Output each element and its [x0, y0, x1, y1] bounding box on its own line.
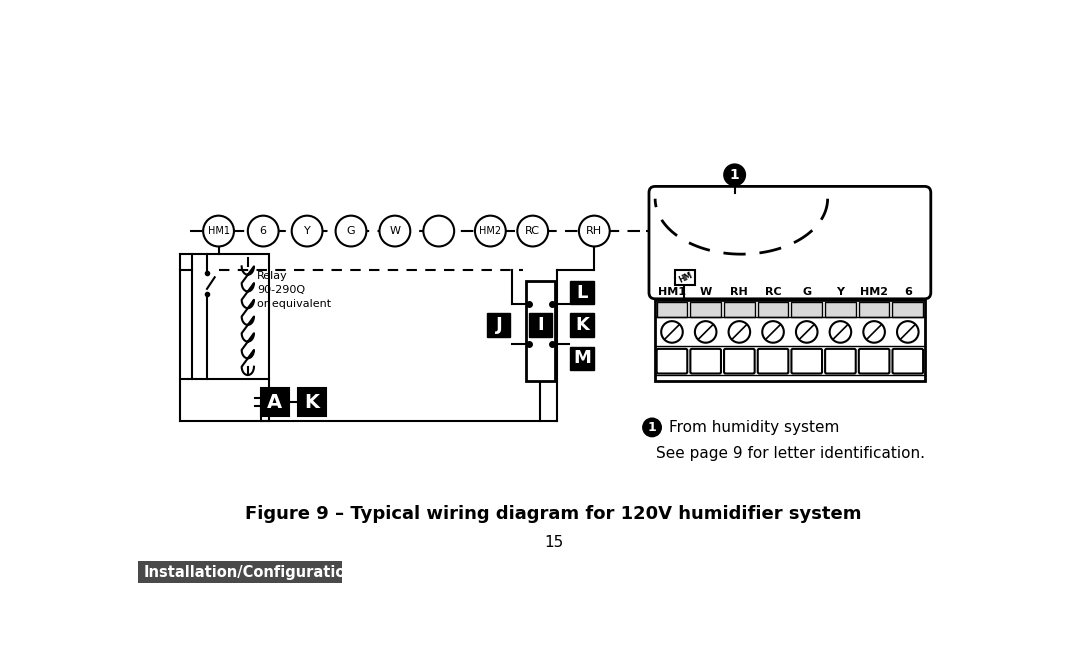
FancyBboxPatch shape	[892, 349, 923, 373]
Text: Figure 9 – Typical wiring diagram for 120V humidifier system: Figure 9 – Typical wiring diagram for 12…	[245, 504, 862, 523]
Circle shape	[762, 321, 784, 343]
Text: M: M	[573, 349, 591, 367]
Text: 1: 1	[648, 421, 657, 434]
Text: K: K	[575, 316, 589, 334]
Circle shape	[423, 215, 455, 246]
Bar	[261, 388, 288, 416]
Text: From humidity system: From humidity system	[669, 420, 839, 435]
Text: Y: Y	[303, 226, 310, 236]
Circle shape	[292, 215, 323, 246]
FancyBboxPatch shape	[649, 187, 931, 299]
Text: I: I	[537, 316, 543, 334]
Text: Relay
90-290Q
or equivalent: Relay 90-290Q or equivalent	[257, 271, 332, 309]
FancyBboxPatch shape	[657, 349, 687, 373]
Text: Installation/Configuration: Installation/Configuration	[144, 565, 356, 580]
Bar	[690, 302, 721, 316]
Text: J: J	[496, 316, 502, 334]
Bar	[529, 314, 552, 337]
FancyBboxPatch shape	[690, 349, 721, 373]
Text: See page 9 for letter identification.: See page 9 for letter identification.	[656, 446, 924, 461]
Bar	[138, 561, 341, 583]
Text: HM2: HM2	[480, 226, 501, 236]
Circle shape	[247, 215, 279, 246]
Circle shape	[379, 215, 410, 246]
Circle shape	[661, 321, 683, 343]
Text: HM: HM	[677, 270, 693, 284]
FancyBboxPatch shape	[792, 349, 822, 373]
Circle shape	[336, 215, 366, 246]
Text: RH: RH	[586, 226, 603, 236]
Text: 1: 1	[730, 168, 740, 182]
Circle shape	[796, 321, 818, 343]
Text: HM1: HM1	[207, 226, 230, 236]
Bar	[570, 314, 594, 337]
Bar	[487, 314, 511, 337]
Bar	[892, 302, 923, 316]
Bar	[656, 301, 924, 381]
Text: RC: RC	[765, 288, 781, 297]
Bar	[792, 302, 822, 316]
Text: L: L	[577, 284, 588, 302]
Bar	[758, 302, 788, 316]
Circle shape	[829, 321, 851, 343]
Circle shape	[475, 215, 505, 246]
Bar	[825, 302, 855, 316]
Text: W: W	[390, 226, 401, 236]
Bar	[724, 302, 755, 316]
Text: RH: RH	[730, 288, 748, 297]
Text: A: A	[267, 392, 282, 411]
Text: G: G	[802, 288, 811, 297]
Circle shape	[643, 418, 661, 437]
Bar	[675, 270, 696, 285]
Circle shape	[729, 321, 751, 343]
Text: W: W	[700, 288, 712, 297]
Bar	[526, 281, 555, 381]
Bar	[570, 346, 594, 369]
Text: 15: 15	[544, 534, 563, 550]
FancyBboxPatch shape	[859, 349, 890, 373]
Bar	[298, 388, 325, 416]
FancyBboxPatch shape	[758, 349, 788, 373]
FancyBboxPatch shape	[724, 349, 755, 373]
Circle shape	[694, 321, 716, 343]
Circle shape	[203, 215, 234, 246]
Text: HM1: HM1	[658, 288, 686, 297]
Text: HM2: HM2	[860, 288, 888, 297]
Text: K: K	[305, 392, 320, 411]
Text: RC: RC	[525, 226, 540, 236]
Bar	[191, 254, 269, 379]
Circle shape	[863, 321, 885, 343]
Text: 6: 6	[259, 226, 267, 236]
Bar	[657, 302, 687, 316]
Circle shape	[517, 215, 549, 246]
Text: G: G	[347, 226, 355, 236]
Circle shape	[897, 321, 919, 343]
Text: 6: 6	[904, 288, 912, 297]
Text: Y: Y	[836, 288, 845, 297]
FancyBboxPatch shape	[825, 349, 855, 373]
Bar	[570, 281, 594, 304]
Circle shape	[724, 164, 745, 185]
Circle shape	[579, 215, 610, 246]
Bar	[859, 302, 890, 316]
